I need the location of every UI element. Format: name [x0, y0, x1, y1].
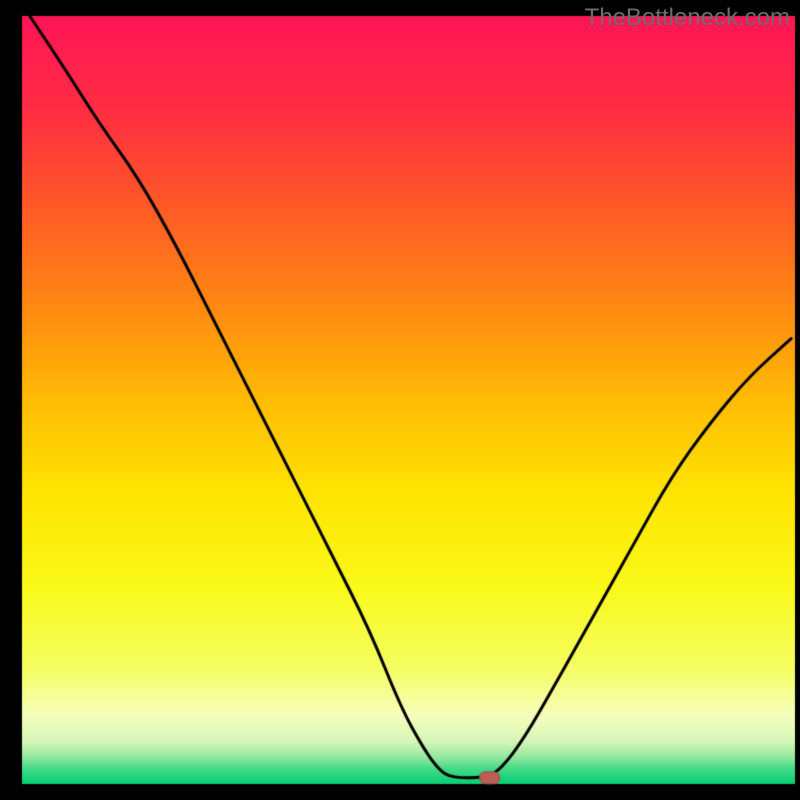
bottleneck-chart-canvas — [0, 0, 800, 800]
bottleneck-chart-page: TheBottleneck.com — [0, 0, 800, 800]
